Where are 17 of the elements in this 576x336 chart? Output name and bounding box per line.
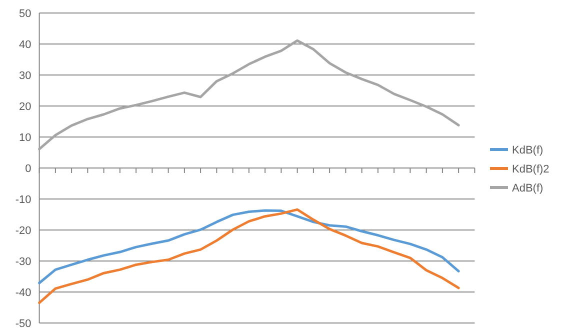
y-tick-label: 50 <box>19 8 32 20</box>
y-tick-label: 20 <box>19 100 32 113</box>
y-tick-label: 0 <box>25 162 32 175</box>
y-tick-label: -20 <box>15 224 32 237</box>
line-series <box>38 208 460 304</box>
legend-label: KdB(f) <box>512 144 544 156</box>
y-tick-label: -10 <box>15 194 32 206</box>
y-tick-label: -30 <box>15 256 32 268</box>
line-series <box>38 209 460 284</box>
y-tick-label: 10 <box>19 132 32 144</box>
legend-label: AdB(f) <box>512 182 544 194</box>
y-tick-label: -50 <box>15 318 32 330</box>
line-series <box>38 39 460 150</box>
y-tick-label: 30 <box>19 70 32 82</box>
y-tick-label: 40 <box>19 38 32 51</box>
y-tick-label: -40 <box>15 286 32 299</box>
legend-label: KdB(f)2 <box>512 163 550 176</box>
